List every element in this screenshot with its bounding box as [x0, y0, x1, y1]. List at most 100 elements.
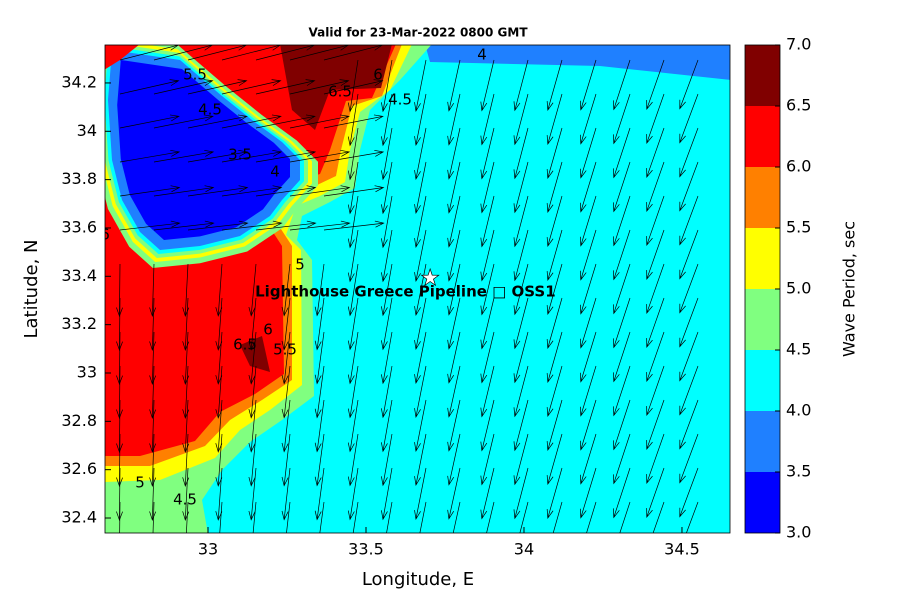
wave-arrow: [419, 501, 427, 533]
contour-region: [280, 45, 392, 130]
wave-arrow: [613, 263, 631, 315]
wave-arrow: [513, 93, 529, 146]
wave-arrow: [414, 263, 427, 317]
wave-arrow: [281, 399, 291, 453]
wave-arrow: [187, 220, 249, 231]
site-marker: [420, 267, 440, 287]
plot-frame: [104, 44, 731, 534]
wave-arrow: [513, 263, 529, 316]
y-tick-label: 33.6: [61, 217, 97, 236]
wave-arrow: [579, 433, 597, 485]
wave-arrow: [579, 331, 597, 383]
wave-arrow: [248, 263, 257, 317]
wave-arrow: [646, 127, 665, 179]
colorbar-band: [745, 350, 780, 411]
wave-arrow: [248, 365, 257, 419]
wave-arrow: [646, 263, 665, 315]
wave-arrow: [546, 467, 563, 520]
wave-arrow: [352, 501, 359, 533]
colorbar-band: [745, 289, 780, 350]
wave-arrow: [679, 195, 699, 246]
wave-arrow: [149, 331, 157, 385]
colorbar-band: [745, 167, 780, 228]
wave-arrow: [613, 331, 631, 383]
wave-arrow: [579, 263, 597, 315]
wave-arrow: [281, 297, 291, 351]
wave-arrow: [579, 59, 597, 111]
wave-arrow: [447, 127, 461, 180]
wave-arrow: [546, 365, 563, 418]
wave-arrow: [447, 331, 461, 384]
wave-arrow: [255, 114, 316, 129]
wave-arrow: [613, 433, 631, 485]
wave-arrow: [221, 149, 283, 163]
contour-label: 6: [100, 226, 110, 244]
wave-arrow: [480, 467, 495, 520]
wave-arrow: [215, 263, 223, 317]
wave-arrow: [414, 127, 427, 181]
wave-arrow: [513, 127, 529, 180]
wave-arrow: [347, 399, 359, 453]
wave-arrow: [646, 365, 665, 417]
colorbar-tick-label: 7.0: [786, 35, 811, 54]
wave-arrow: [579, 399, 597, 451]
wave-arrow: [513, 297, 529, 350]
wave-arrow: [586, 501, 597, 533]
wave-arrow: [215, 365, 223, 419]
wave-arrow: [613, 229, 631, 281]
wave-arrow: [414, 365, 427, 419]
wave-arrow: [513, 195, 529, 248]
wave-arrow: [480, 365, 495, 418]
wave-arrow: [646, 93, 665, 145]
wave-arrow: [513, 433, 529, 486]
wave-arrow: [149, 433, 157, 487]
wave-arrow: [447, 297, 461, 350]
wave-arrow: [613, 127, 631, 179]
wave-arrow: [248, 297, 257, 351]
x-tick-label: 34.5: [664, 540, 700, 559]
wave-arrow: [513, 467, 529, 520]
wave-arrow: [255, 149, 317, 163]
wave-arrow: [546, 263, 563, 316]
wave-arrow: [289, 185, 351, 197]
wave-arrow: [480, 127, 495, 180]
wave-arrow: [513, 229, 529, 282]
wave-arrow: [679, 399, 699, 450]
wave-arrow: [579, 93, 597, 145]
wave-arrow: [579, 161, 597, 213]
wave-arrow: [347, 195, 359, 249]
contour-label: 5.5: [273, 341, 297, 359]
wave-arrow: [149, 467, 157, 521]
wave-arrow: [381, 365, 393, 419]
wave-arrow: [381, 59, 393, 113]
colorbar-tick-label: 6.0: [786, 157, 811, 176]
wave-arrow: [447, 399, 461, 452]
wave-arrow: [579, 467, 597, 519]
wave-arrow: [679, 297, 699, 348]
wave-arrow: [546, 59, 563, 112]
wave-arrow: [679, 331, 699, 382]
wave-arrow: [646, 161, 665, 213]
x-tick-label: 33: [198, 540, 218, 559]
wave-arrow: [613, 399, 631, 451]
wave-arrow: [347, 433, 359, 487]
wave-arrow: [119, 79, 180, 95]
wave-arrow: [546, 195, 563, 248]
wave-arrow: [252, 501, 257, 533]
x-axis-label: Longitude, E: [362, 569, 474, 590]
wave-arrow: [281, 433, 291, 487]
contour-region: [425, 45, 730, 80]
contour-label: 6: [373, 66, 383, 84]
wave-arrow: [480, 263, 495, 316]
wave-arrow: [646, 195, 665, 247]
wave-arrow: [314, 399, 325, 453]
colorbar-tick-label: 5.0: [786, 279, 811, 298]
wave-arrow: [286, 501, 291, 533]
wave-arrow: [447, 229, 461, 282]
wave-arrow: [579, 229, 597, 281]
wave-arrow: [613, 365, 631, 417]
wave-arrow: [480, 229, 495, 282]
wave-arrow: [546, 127, 563, 180]
wave-arrow: [289, 220, 351, 231]
